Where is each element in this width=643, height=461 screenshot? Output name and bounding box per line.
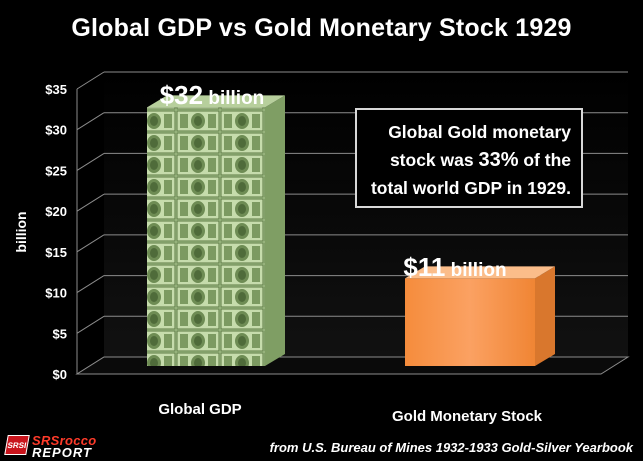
logo-line-2: REPORT	[32, 445, 92, 460]
source-note: from U.S. Bureau of Mines 1932-1933 Gold…	[269, 440, 633, 455]
value-label-unit: billion	[203, 88, 264, 109]
gridline-side	[76, 193, 105, 212]
gridline-side	[76, 112, 105, 131]
chart-title: Global GDP vs Gold Monetary Stock 1929	[71, 14, 572, 42]
annotation-line-1: Global Gold monetary	[388, 122, 571, 142]
y-axis-label: billion	[13, 211, 29, 252]
logo-line-1: SRSrocco	[32, 433, 97, 448]
bar-top	[405, 266, 555, 279]
y-tick-label: $5	[53, 326, 67, 341]
y-tick-label: $15	[45, 245, 67, 260]
y-tick-label: $10	[45, 286, 67, 301]
y-tick-label: $0	[53, 367, 67, 382]
bar-side	[265, 95, 285, 366]
value-labels: $32 billion$11 billion	[160, 80, 507, 282]
y-axis-ticks: $0 $5 $10 $15 $20 $25 $30 $35	[45, 82, 67, 382]
bar-global-gdp	[147, 95, 285, 366]
srsrocco-logo: SRSI SRSrocco REPORT	[4, 433, 106, 460]
gridline-side	[76, 234, 105, 253]
bar-front	[405, 278, 535, 366]
gridline-side	[76, 315, 105, 334]
value-label: $32 billion	[160, 80, 265, 110]
y-tick-label: $30	[45, 123, 67, 138]
y-tick-label: $35	[45, 82, 67, 97]
logo-badge: SRSI	[4, 435, 30, 455]
bar-gold-monetary-stock	[405, 266, 555, 366]
value-label: $11 billion	[403, 252, 506, 282]
gridline-side	[76, 71, 105, 90]
annotation-line-2: stock was 33% of the	[389, 149, 571, 171]
bar-front	[147, 107, 265, 366]
bar-top	[147, 95, 285, 108]
value-label-unit: billion	[445, 260, 506, 281]
category-label: Global GDP	[158, 401, 241, 418]
annotation-box: Global Gold monetary stock was 33% of th…	[355, 108, 583, 208]
annotation-line-3: total world GDP in 1929.	[370, 178, 571, 198]
gridline-side	[76, 275, 105, 293]
gridline-side	[76, 153, 105, 171]
x-axis-categories: Global GDP Gold Monetary Stock	[158, 401, 542, 425]
bars	[147, 95, 555, 366]
annotation-highlight: 33%	[478, 149, 519, 171]
y-tick-label: $20	[45, 204, 67, 219]
category-label: Gold Monetary Stock	[392, 408, 543, 425]
y-tick-label: $25	[45, 163, 67, 178]
value-label-number: $32	[160, 80, 203, 110]
bar-side	[535, 266, 555, 366]
value-label-number: $11	[403, 252, 445, 282]
